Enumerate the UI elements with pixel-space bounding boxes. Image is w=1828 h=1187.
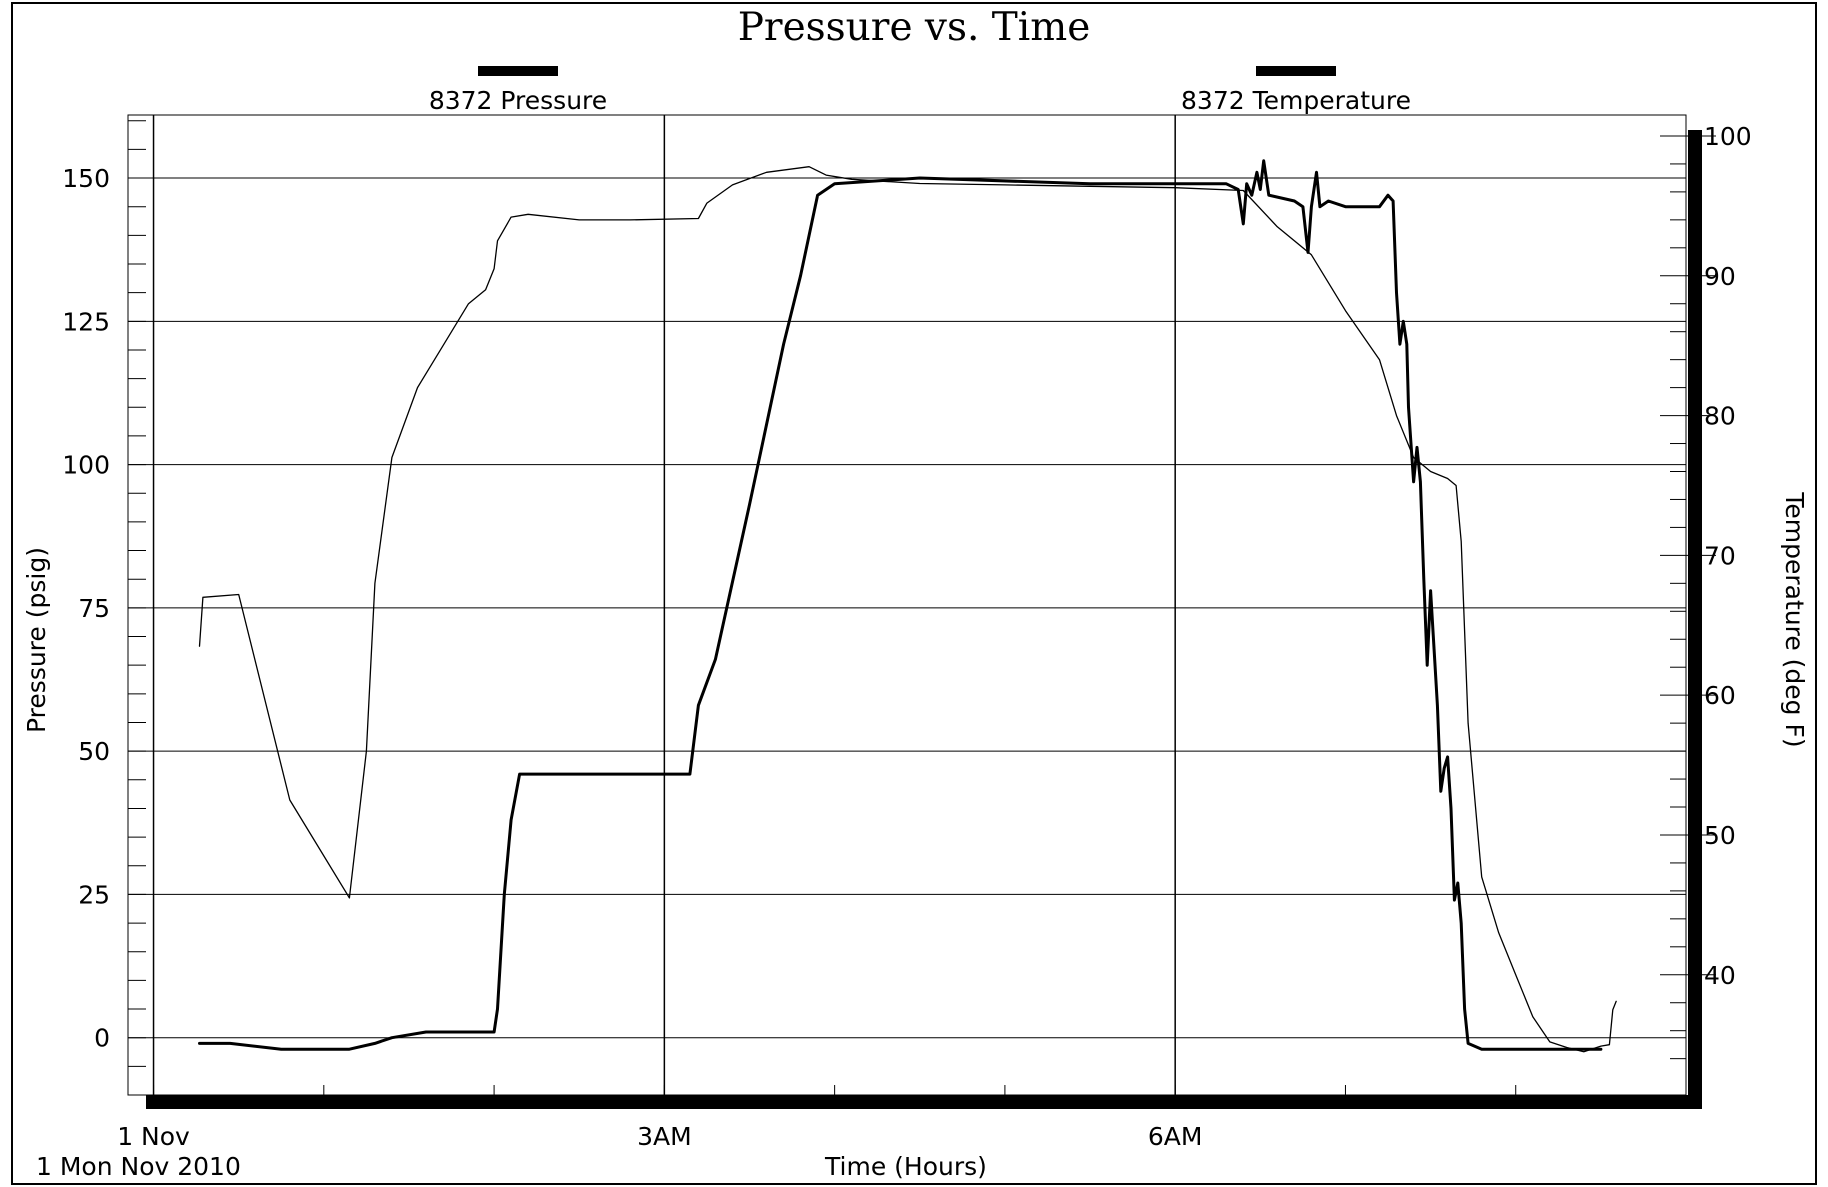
- x-date-label: 1 Mon Nov 2010: [36, 1152, 241, 1181]
- y-tick-label: 0: [94, 1024, 110, 1053]
- y-tick-label: 150: [62, 164, 110, 193]
- y-tick-label: 125: [62, 307, 110, 336]
- y2-tick-label: 90: [1704, 262, 1736, 291]
- y2-tick-label: 80: [1704, 402, 1736, 431]
- x-tick-label: 1 Nov: [117, 1122, 190, 1151]
- series-line-2: [198, 166, 1617, 1053]
- x-tick-label: 3AM: [637, 1122, 692, 1151]
- legend-label: 8372 Temperature: [1181, 86, 1411, 115]
- series-lines: [198, 159, 1617, 1053]
- y2-tick-label: 100: [1704, 122, 1752, 151]
- y2-tick-label: 60: [1704, 681, 1736, 710]
- x-axis-label: Time (Hours): [824, 1152, 987, 1181]
- y2-tick-label: 40: [1704, 961, 1736, 990]
- grid: [128, 115, 1686, 1095]
- y-axis-label: Pressure (psig): [22, 547, 51, 733]
- axes: 0 25 50 75 100 125 150 40 50 60 70 80 90 100 1 Nov 3AM 6…: [62, 120, 1752, 1151]
- chart-border: [11, 2, 1817, 1185]
- y-tick-label: 25: [78, 880, 110, 909]
- legend: 8372 Pressure 8372 Temperature: [429, 66, 1411, 115]
- y-tick-label: 50: [78, 737, 110, 766]
- plot-frame: [127, 114, 1687, 1096]
- chart-title: Pressure vs. Time: [738, 5, 1091, 50]
- y-tick-label: 100: [62, 451, 110, 480]
- y2-tick-label: 50: [1704, 821, 1736, 850]
- series-line-1: [198, 159, 1603, 1051]
- y2-tick-label: 70: [1704, 541, 1736, 570]
- y2-axis-label: Temperature (deg F): [1780, 491, 1809, 747]
- legend-label: 8372 Pressure: [429, 86, 607, 115]
- x-tick-label: 6AM: [1148, 1122, 1203, 1151]
- y-tick-label: 75: [78, 594, 110, 623]
